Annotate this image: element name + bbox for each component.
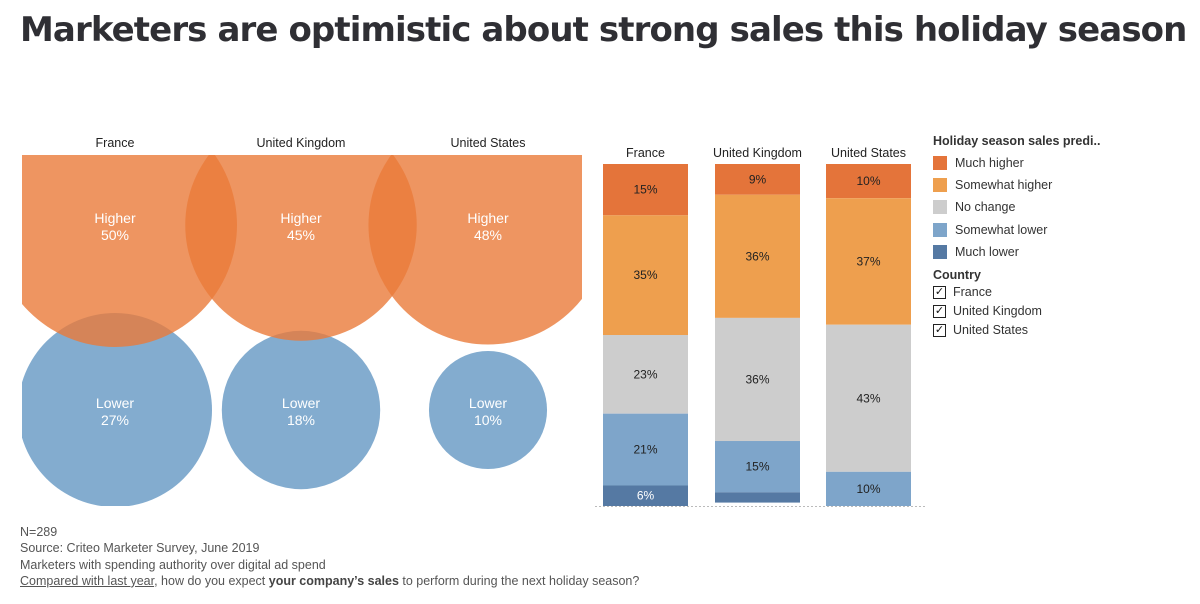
bar-value-label-no-change-united-kingdom: 36%	[745, 372, 769, 386]
source-note: Source: Criteo Marketer Survey, June 201…	[20, 541, 260, 556]
bar-value-label-somewhat-lower-united-states: 10%	[856, 482, 880, 496]
bar-segment-no-change-united-states[interactable]	[826, 324, 911, 472]
country-filter-label: France	[953, 285, 992, 300]
bar-segment-much-higher-france[interactable]	[603, 164, 688, 216]
bubble-value-label-lower-united-kingdom: 18%	[287, 412, 315, 428]
bar-value-label-somewhat-lower-france: 21%	[633, 443, 657, 457]
bar-value-label-much-higher-france: 15%	[633, 183, 657, 197]
bubble-lower-france[interactable]	[18, 313, 212, 507]
country-filter-title: Country	[933, 267, 981, 282]
bubble-value-label-lower-france: 27%	[101, 412, 129, 428]
survey-question: Compared with last year, how do you expe…	[20, 573, 639, 589]
country-filter-united-kingdom[interactable]: ✓ United Kingdom	[933, 302, 1100, 321]
bar-segment-somewhat-higher-united-states[interactable]	[826, 198, 911, 325]
question-bold-text: your company’s sales	[268, 573, 399, 588]
population-note: Marketers with spending authority over d…	[20, 557, 326, 572]
bubble-higher-united-states[interactable]	[368, 120, 590, 345]
legend-label: No change	[955, 200, 1016, 215]
legend-swatch-no-change	[933, 200, 947, 215]
bar-value-label-somewhat-higher-united-kingdom: 36%	[745, 249, 769, 263]
bubble-name-label-higher-united-kingdom: Higher	[280, 210, 322, 226]
bubble-name-label-higher-united-states: Higher	[467, 210, 509, 226]
bar-segment-much-lower-france[interactable]	[603, 485, 688, 506]
legend-swatch-somewhat-higher	[933, 178, 947, 193]
bubble-value-label-lower-united-states: 10%	[474, 412, 502, 428]
bubble-lower-united-kingdom[interactable]	[221, 330, 381, 490]
country-filter-label: United Kingdom	[953, 304, 1042, 319]
legend-label: Somewhat lower	[955, 222, 1048, 237]
bar-segment-much-higher-united-kingdom[interactable]	[715, 164, 800, 195]
bar-segment-somewhat-lower-united-kingdom[interactable]	[715, 441, 800, 493]
bar-country-label-united-kingdom: United Kingdom	[713, 146, 802, 160]
bubble-value-label-higher-france: 50%	[101, 227, 129, 243]
legend-swatch-much-lower	[933, 244, 947, 259]
bar-segment-no-change-france[interactable]	[603, 335, 688, 414]
bubble-name-label-lower-united-kingdom: Lower	[282, 395, 320, 411]
bubble-country-label-united-states: United States	[450, 136, 525, 150]
legend-item-somewhat-lower[interactable]: Somewhat lower	[933, 219, 1100, 241]
legend-item-somewhat-higher[interactable]: Somewhat higher	[933, 174, 1100, 196]
bar-value-label-no-change-united-states: 43%	[856, 391, 880, 405]
stacked-bar-chart: France 15% 35% 23% 21% 6% United Kingdom 9% 36% 3…	[595, 146, 925, 507]
legend-item-no-change[interactable]: No change	[933, 196, 1100, 218]
checkbox-france[interactable]: ✓	[933, 285, 946, 299]
bar-value-label-somewhat-higher-united-states: 37%	[856, 254, 880, 268]
legend-label: Much lower	[955, 244, 1019, 259]
bar-value-label-somewhat-higher-france: 35%	[633, 268, 657, 282]
bubble-chart: France United Kingdom United StatesHigher5…	[0, 120, 590, 507]
bar-segment-somewhat-lower-france[interactable]	[603, 413, 688, 486]
bubble-higher-france[interactable]	[0, 120, 237, 347]
bar-segment-no-change-united-kingdom[interactable]	[715, 317, 800, 442]
legend-swatch-much-higher	[933, 156, 947, 171]
bubble-name-label-lower-united-states: Lower	[469, 395, 507, 411]
bubble-higher-united-kingdom[interactable]	[185, 120, 417, 341]
country-filter-france[interactable]: ✓ France	[933, 283, 1100, 302]
question-text-end: to perform during the next holiday seaso…	[398, 573, 640, 588]
checkbox-united-states[interactable]: ✓	[933, 323, 946, 337]
legend-swatch-somewhat-lower	[933, 222, 947, 237]
country-filter-label: United States	[953, 323, 1029, 338]
country-filter-united-states[interactable]: ✓ United States	[933, 321, 1100, 340]
bar-value-label-somewhat-lower-united-kingdom: 15%	[745, 460, 769, 474]
bar-segment-somewhat-lower-united-states[interactable]	[826, 471, 911, 506]
bubble-value-label-higher-united-kingdom: 45%	[287, 227, 315, 243]
bubble-name-label-higher-france: Higher	[94, 210, 136, 226]
chart-title: Marketers are optimistic about strong sa…	[20, 10, 1187, 50]
bar-value-label-no-change-france: 23%	[633, 367, 657, 381]
bar-segment-somewhat-higher-france[interactable]	[603, 215, 688, 335]
legend-label: Much higher	[955, 156, 1024, 171]
bar-country-label-france: France	[626, 146, 665, 160]
sample-size: N=289	[20, 525, 58, 539]
legend-item-much-lower[interactable]: Much lower	[933, 241, 1100, 263]
legend-title: Holiday season sales predi..	[933, 134, 1101, 148]
question-text: , how do you expect	[154, 573, 269, 588]
question-link[interactable]: Compared with last year	[20, 573, 155, 588]
bubble-country-label-united-kingdom: United Kingdom	[257, 136, 346, 150]
bar-segment-much-higher-united-states[interactable]	[826, 164, 911, 199]
bubble-value-label-higher-united-states: 48%	[474, 227, 502, 243]
footer-notes: N=289 Source: Criteo Marketer Survey, Ju…	[20, 524, 639, 589]
bar-value-label-much-higher-united-kingdom: 9%	[749, 172, 767, 186]
checkbox-united-kingdom[interactable]: ✓	[933, 304, 946, 318]
legend-item-much-higher[interactable]: Much higher	[933, 152, 1100, 174]
bar-segment-much-lower-united-kingdom[interactable]	[715, 492, 800, 503]
bubble-lower-united-states[interactable]	[428, 350, 548, 470]
legend-label: Somewhat higher	[955, 178, 1053, 193]
bar-value-label-much-lower-france: 6%	[637, 489, 655, 503]
bar-country-label-united-states: United States	[831, 146, 906, 160]
bubble-name-label-lower-france: Lower	[96, 395, 134, 411]
bubble-country-label-france: France	[96, 136, 135, 150]
bar-value-label-much-higher-united-states: 10%	[856, 174, 880, 188]
bar-segment-somewhat-higher-united-kingdom[interactable]	[715, 194, 800, 318]
legend: Holiday season sales predi.. Much higher…	[933, 134, 1100, 340]
